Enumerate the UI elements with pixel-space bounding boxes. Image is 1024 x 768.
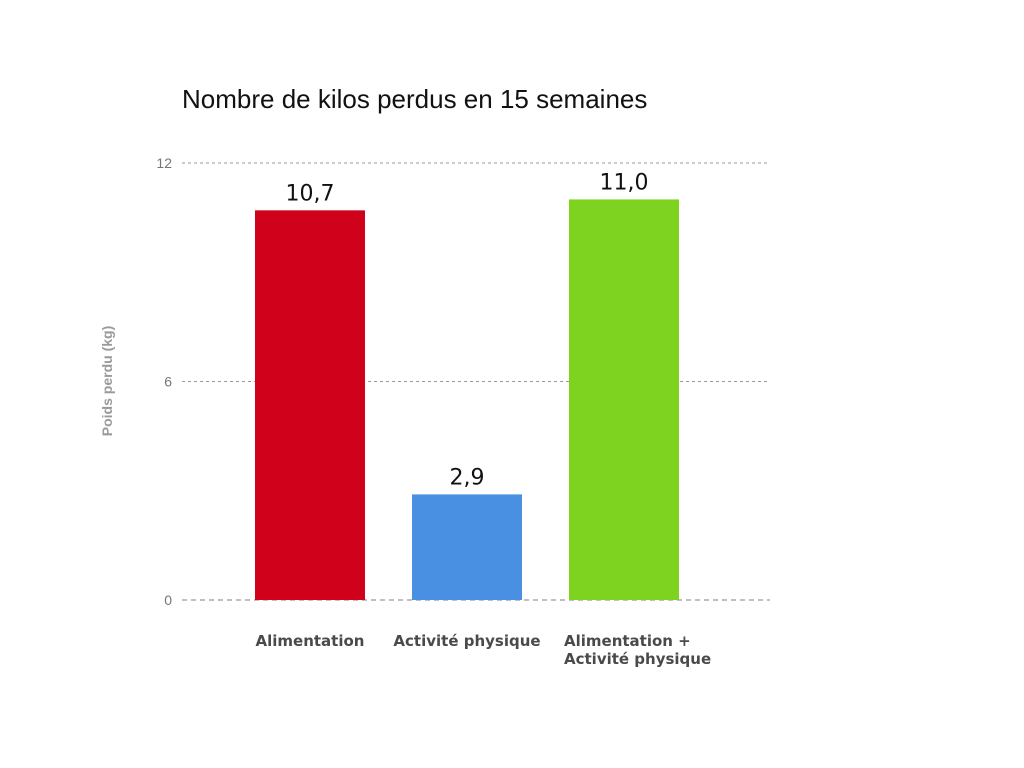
y-tick-label: 6 — [164, 374, 172, 390]
category-label-line: Alimentation + — [564, 632, 691, 650]
category-label: Alimentation — [256, 632, 365, 650]
category-label-line: Alimentation — [256, 632, 365, 650]
data-labels: 10,7 2,9 11,0 — [286, 170, 649, 490]
x-axis-categories: Alimentation Activité physique Alimentatio… — [256, 632, 712, 668]
bar — [255, 210, 365, 600]
category-label-line: Activité physique — [393, 632, 540, 650]
y-axis-label: Poids perdu (kg) — [99, 326, 115, 436]
chart-title: Nombre de kilos perdus en 15 semaines — [182, 84, 647, 114]
y-axis-ticks: 0 6 12 — [156, 155, 172, 608]
data-label: 2,9 — [450, 465, 485, 490]
category-label: Activité physique — [393, 632, 540, 650]
bars — [255, 199, 679, 600]
data-label: 10,7 — [286, 181, 335, 206]
y-tick-label: 0 — [164, 592, 172, 608]
category-label: Alimentation + Activité physique — [564, 632, 711, 668]
bar — [569, 199, 679, 600]
category-label-line: Activité physique — [564, 650, 711, 668]
y-tick-label: 12 — [156, 155, 172, 171]
bar — [412, 494, 522, 600]
data-label: 11,0 — [600, 170, 649, 195]
